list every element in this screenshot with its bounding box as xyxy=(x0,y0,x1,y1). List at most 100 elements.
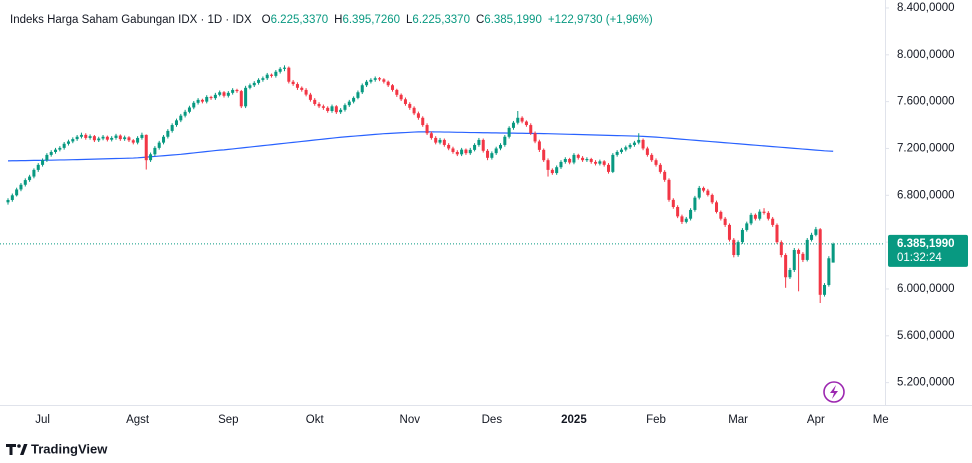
candle-body xyxy=(831,243,835,263)
candle-body xyxy=(542,149,546,161)
candle-body xyxy=(282,67,287,69)
candle-body xyxy=(356,92,360,98)
candle-body xyxy=(572,154,576,163)
ohlc-key: L xyxy=(406,14,413,26)
candle-body xyxy=(114,135,118,138)
candle-body xyxy=(382,79,386,82)
candle-body xyxy=(810,234,814,240)
x-tick-label: Apr xyxy=(807,414,825,426)
x-tick-label: 2025 xyxy=(561,414,587,426)
alert-bolt[interactable] xyxy=(830,385,838,399)
candle-body xyxy=(149,154,153,161)
candle-body xyxy=(628,144,632,148)
candle-body xyxy=(403,99,407,104)
candle-body xyxy=(823,284,827,295)
candle-body xyxy=(814,229,818,235)
candle-body xyxy=(568,159,572,163)
candle-body xyxy=(144,134,148,161)
x-tick-label: Okt xyxy=(306,414,325,426)
candle-body xyxy=(455,151,459,155)
y-tick-label: 5.600,0000 xyxy=(897,330,955,342)
y-tick-label: 8.000,0000 xyxy=(897,49,955,61)
candle-body xyxy=(442,139,446,145)
candle-body xyxy=(758,211,762,219)
candle-body xyxy=(481,139,485,151)
ohlc-value: 6.385,1990 xyxy=(484,14,542,26)
candle-body xyxy=(667,179,671,200)
candle-body xyxy=(131,140,135,143)
candle-body xyxy=(58,147,62,150)
candle-body xyxy=(235,89,239,92)
candle-body xyxy=(680,216,684,222)
candle-body xyxy=(101,136,105,139)
candle-body xyxy=(555,167,559,174)
candle-body xyxy=(140,134,144,138)
candle-body xyxy=(494,148,498,154)
candle-body xyxy=(84,134,88,138)
plot-area xyxy=(0,65,885,304)
bar-countdown: 01:32:24 xyxy=(897,252,942,264)
candle-body xyxy=(378,78,382,80)
candle-body xyxy=(434,137,438,143)
candle-body xyxy=(352,97,356,102)
candle-body xyxy=(330,106,334,111)
ohlc-key: C xyxy=(476,14,484,26)
candle-body xyxy=(179,115,183,121)
candle-body xyxy=(550,169,554,174)
candle-body xyxy=(218,92,222,95)
candle-body xyxy=(92,136,96,141)
candle-body xyxy=(498,144,503,149)
candle-body xyxy=(390,85,395,90)
ohlc-value: 6.225,3370 xyxy=(271,14,329,26)
candle-body xyxy=(425,125,429,134)
candle-body xyxy=(170,125,174,131)
candle-body xyxy=(438,139,442,143)
candle-body xyxy=(615,151,619,155)
candle-body xyxy=(295,84,299,88)
candle-body xyxy=(771,218,775,225)
candle-body xyxy=(693,197,697,210)
candle-body xyxy=(369,79,373,82)
candle-body xyxy=(192,102,196,108)
ohlc-key: H xyxy=(334,14,342,26)
candle-body xyxy=(766,212,770,219)
candle-body xyxy=(45,154,49,161)
candle-body xyxy=(36,164,40,170)
candle-body xyxy=(421,117,425,126)
candle-body xyxy=(399,94,403,100)
candle-body xyxy=(209,96,213,99)
candle-body xyxy=(464,149,468,154)
candle-body xyxy=(54,149,58,152)
candle-body xyxy=(222,92,226,96)
candle-body xyxy=(23,180,27,185)
candle-body xyxy=(797,249,801,254)
candle-body xyxy=(291,81,295,85)
candle-body xyxy=(710,194,714,203)
candle-body xyxy=(196,99,200,103)
candle-body xyxy=(460,149,464,155)
candle-body xyxy=(753,214,757,219)
candle-body xyxy=(278,68,282,72)
candle-body xyxy=(805,239,809,260)
candle-body xyxy=(779,242,783,256)
legend-header: Indeks Harga Saham Gabungan IDX · 1D · I… xyxy=(10,14,653,26)
candle-body xyxy=(252,82,256,86)
y-tick-label: 7.200,0000 xyxy=(897,142,955,154)
candle-body xyxy=(226,92,230,96)
candle-body xyxy=(127,137,131,141)
candle-body xyxy=(334,106,338,113)
candle-body xyxy=(537,141,541,150)
candle-body xyxy=(15,189,19,196)
alert-icon[interactable] xyxy=(823,381,845,403)
candle-body xyxy=(416,113,420,118)
candle-body xyxy=(632,142,636,145)
x-tick-label: Me xyxy=(873,414,889,426)
candle-body xyxy=(507,127,511,137)
candle-body xyxy=(702,187,706,191)
candle-body xyxy=(41,160,45,165)
candle-body xyxy=(75,136,79,140)
x-tick-label: Agst xyxy=(126,414,150,426)
candle-body xyxy=(28,176,32,181)
